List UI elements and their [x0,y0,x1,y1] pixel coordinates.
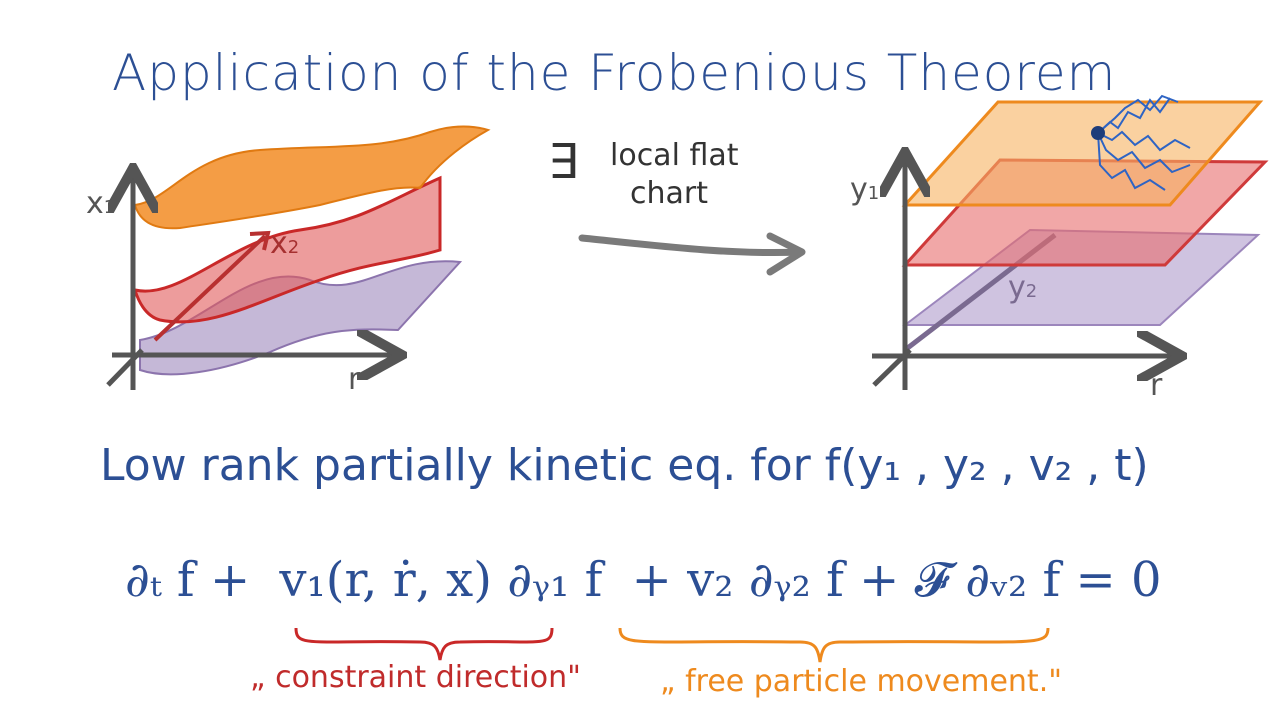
pde-equation: ∂ₜ f + v₁(r, ṙ, x) ∂ᵧ₁ f + v₂ ∂ᵧ₂ f + 𝓕 … [125,552,1162,609]
left-x2-arrowhead [249,230,271,251]
arrow-note-line2: chart [630,176,708,211]
orange-surface [133,125,491,230]
pde-time-derivative-term: ∂ₜ f + [125,552,251,608]
right-horizontal-axis-label: r [1150,368,1163,403]
left-vertical-axis-label: x1 [86,186,115,221]
constraint-brace [294,627,554,661]
left-diagonal-axis [106,348,144,387]
free-movement-brace [618,627,1050,663]
left-depth-axis-subscript: 2 [287,237,300,258]
constraint-direction-label: „ constraint direction" [250,660,581,695]
left-vertical-axis-subscript: 1 [103,197,116,218]
pde-constraint-term: v₁(r, ṙ, x) ∂ᵧ₁ f [279,552,603,608]
pde-free-terms: + v₂ ∂ᵧ₂ f + 𝓕 ∂ᵥ₂ f = 0 [631,552,1162,608]
arrow-note-line1: local flat [610,138,739,173]
right-depth-axis-letter: y [1008,270,1026,305]
right-vertical-axis-label: y1 [850,172,879,207]
left-surfaces-plot [106,125,491,390]
left-depth-axis-label: x2 [270,226,299,261]
particle-point [1091,126,1105,140]
right-planes-plot [872,94,1269,390]
particle-trajectories [1097,94,1191,191]
left-vertical-axis-letter: x [86,186,104,221]
right-diagonal-axis [872,348,912,387]
left-depth-axis-letter: x [270,226,288,261]
page-title: Application of the Frobenious Theorem [112,44,1117,102]
right-vertical-axis-letter: y [850,172,868,207]
right-depth-axis-label: y2 [1008,270,1037,305]
exists-symbol: ∃ [548,134,579,190]
equation-title: Low rank partially kinetic eq. for f(y₁ … [100,440,1149,491]
left-horizontal-axis-label: r [348,362,361,397]
free-particle-movement-label: „ free particle movement." [660,664,1063,699]
transform-arrow [578,232,806,276]
right-vertical-axis-subscript: 1 [867,183,880,204]
left-x2-arrow [153,234,267,342]
right-depth-axis-subscript: 2 [1025,281,1038,302]
orange-plane [901,100,1264,207]
